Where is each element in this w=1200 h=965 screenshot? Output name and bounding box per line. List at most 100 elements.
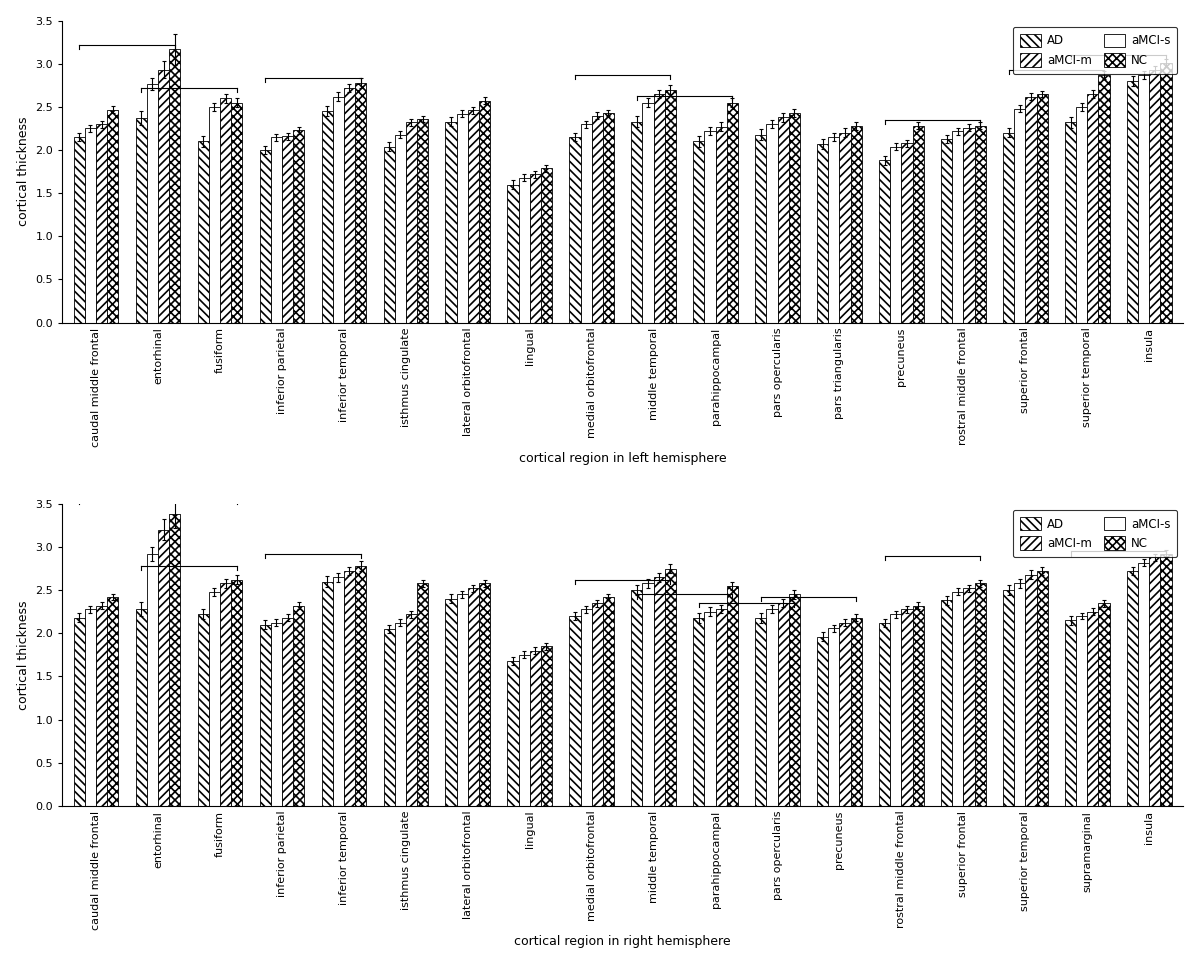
Bar [508,661,518,806]
Bar [416,119,428,322]
Bar [840,623,851,806]
Bar [468,110,479,322]
Bar [445,122,457,322]
Bar [293,130,305,322]
Bar [395,623,406,806]
Legend: AD, aMCI-m, aMCI-s, NC: AD, aMCI-m, aMCI-s, NC [1013,510,1177,558]
Bar [529,175,541,322]
Bar [322,111,332,322]
Bar [727,586,738,806]
Bar [136,118,146,322]
Bar [1014,583,1025,806]
Bar [665,90,676,322]
Bar [953,592,964,806]
Bar [416,583,428,806]
X-axis label: cortical region in left hemisphere: cortical region in left hemisphere [518,453,726,465]
Bar [890,147,901,322]
Bar [96,124,107,322]
Bar [592,116,602,322]
Bar [479,583,490,806]
Bar [828,628,840,806]
Bar [259,624,271,806]
Bar [890,615,901,806]
Bar [198,615,209,806]
Bar [642,583,654,806]
Bar [851,618,862,806]
Bar [232,102,242,322]
Bar [344,88,355,322]
Bar [220,98,232,322]
Bar [913,606,924,806]
Bar [220,583,232,806]
Bar [964,589,974,806]
Bar [953,131,964,322]
Bar [654,577,665,806]
Y-axis label: cortical thickness: cortical thickness [17,600,30,709]
Bar [767,609,778,806]
Bar [232,580,242,806]
Bar [1160,63,1171,322]
Bar [198,142,209,322]
Bar [541,168,552,322]
Bar [788,594,800,806]
Bar [344,571,355,806]
Bar [259,151,271,322]
Bar [508,184,518,322]
Bar [107,597,119,806]
Bar [569,616,581,806]
Bar [778,603,788,806]
Bar [817,637,828,806]
Bar [704,131,715,322]
Bar [941,600,953,806]
Bar [1037,571,1048,806]
Bar [146,554,158,806]
Bar [755,618,767,806]
Bar [107,109,119,322]
Bar [631,591,642,806]
Bar [1037,94,1048,322]
Bar [158,530,169,806]
Bar [96,606,107,806]
Bar [1076,107,1087,322]
Bar [1066,620,1076,806]
Bar [169,514,180,806]
Bar [1003,591,1014,806]
Bar [1076,616,1087,806]
Bar [840,133,851,322]
Bar [715,609,727,806]
Bar [395,134,406,322]
Bar [880,160,890,322]
Bar [169,49,180,322]
Bar [1025,96,1037,322]
Legend: AD, aMCI-m, aMCI-s, NC: AD, aMCI-m, aMCI-s, NC [1013,27,1177,74]
Bar [788,113,800,322]
Bar [1127,571,1138,806]
Bar [913,125,924,322]
Bar [85,128,96,322]
Bar [901,143,913,322]
Bar [1087,612,1098,806]
Bar [1150,69,1160,322]
Bar [209,592,220,806]
Bar [85,609,96,806]
Bar [518,655,529,806]
Bar [158,69,169,322]
Bar [581,124,592,322]
Bar [479,101,490,322]
Bar [828,137,840,322]
Bar [778,118,788,322]
Bar [642,102,654,322]
Bar [592,603,602,806]
Y-axis label: cortical thickness: cortical thickness [17,117,30,227]
Bar [406,123,416,322]
Bar [73,137,85,322]
Bar [901,609,913,806]
Bar [282,136,293,322]
Bar [209,107,220,322]
Bar [457,594,468,806]
Bar [974,583,985,806]
Bar [293,606,305,806]
Bar [457,114,468,322]
Bar [541,647,552,806]
Bar [384,629,395,806]
